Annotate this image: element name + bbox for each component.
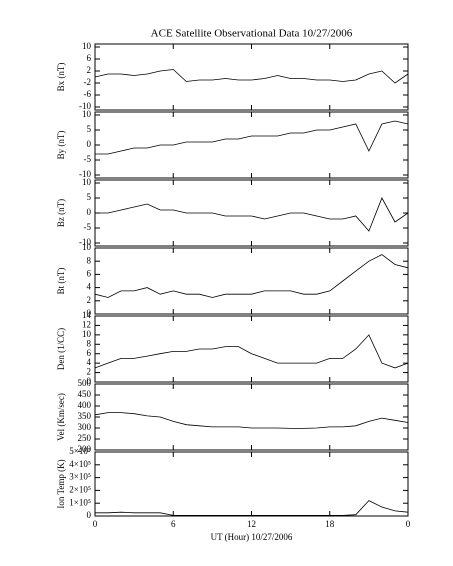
y-tick-label: -5: [84, 222, 92, 232]
y-tick-label: 6: [87, 348, 92, 358]
y-tick-label: 450: [78, 389, 92, 399]
y-tick-label: 0: [87, 207, 92, 217]
y-tick-label: 0: [87, 139, 92, 149]
panel-frame: [94, 43, 409, 111]
panel-frame: [94, 247, 409, 315]
panel-frame: [94, 383, 409, 451]
y-tick-label: 8: [87, 255, 92, 265]
y-tick-label: 10: [82, 242, 92, 252]
x-tick-label: 0: [93, 519, 98, 529]
y-axis-label: Ion Temp (K): [56, 459, 66, 508]
y-tick-label: 10: [82, 41, 92, 51]
y-tick-label: 2: [87, 65, 92, 75]
y-tick-label: 300: [78, 422, 92, 432]
y-tick-label: 6: [87, 53, 92, 63]
y-tick-label: -5: [84, 154, 92, 164]
panel-frame: [94, 315, 409, 383]
x-tick-label: 18: [325, 519, 335, 529]
data-line: [94, 412, 409, 429]
y-tick-label: 4×10⁵: [69, 459, 91, 469]
data-line: [94, 254, 409, 298]
y-axis-label: Vel (Km/sec): [56, 393, 66, 441]
y-axis-label: Den (1/CC): [56, 328, 66, 370]
y-tick-label: 2: [87, 367, 92, 377]
y-tick-label: 12: [82, 319, 91, 329]
y-tick-label: 2: [87, 295, 92, 305]
data-line: [94, 334, 409, 369]
data-line: [94, 69, 409, 84]
y-tick-label: 350: [78, 411, 92, 421]
y-tick-label: 10: [82, 177, 92, 187]
y-tick-label: 5: [87, 192, 92, 202]
y-tick-label: 250: [78, 433, 92, 443]
y-axis-label: Bz (nT): [56, 199, 66, 227]
y-tick-label: 10: [82, 109, 92, 119]
y-tick-label: 3×10⁵: [69, 472, 91, 482]
x-tick-label: 6: [171, 519, 176, 529]
panel-frame: [94, 451, 409, 517]
y-tick-label: 1×10⁵: [69, 497, 91, 507]
y-tick-label: 4: [87, 357, 92, 367]
y-tick-label: 5: [87, 124, 92, 134]
y-tick-label: 200: [78, 444, 92, 454]
y-tick-label: -6: [84, 89, 92, 99]
y-tick-label: -10: [79, 101, 91, 111]
y-tick-label: 0: [87, 510, 92, 520]
y-tick-label: -10: [79, 237, 91, 247]
x-tick-label: 0: [406, 519, 411, 529]
y-tick-label: 8: [87, 338, 92, 348]
y-tick-label: 4: [87, 282, 92, 292]
chart-title: ACE Satellite Observational Data 10/27/2…: [151, 28, 353, 40]
y-tick-label: 14: [82, 310, 92, 320]
y-axis-label: Bx (nT): [56, 63, 66, 92]
y-axis-label: Bt (nT): [56, 268, 66, 295]
y-tick-label: -10: [79, 169, 91, 179]
y-tick-label: 500: [78, 378, 92, 388]
y-tick-label: 10: [82, 329, 92, 339]
y-tick-label: -2: [84, 77, 92, 87]
y-tick-label: 0: [87, 376, 92, 386]
y-tick-label: 6: [87, 268, 92, 278]
x-axis-label: UT (Hour) 10/27/2006: [211, 532, 293, 542]
y-tick-label: 400: [78, 400, 92, 410]
y-axis-label: By (nT): [56, 131, 66, 160]
data-line: [95, 120, 409, 155]
y-tick-label: 0: [87, 308, 92, 318]
x-tick-label: 12: [247, 519, 256, 529]
panel-frame: [94, 111, 409, 179]
data-line: [95, 197, 409, 232]
y-tick-label: 2×10⁵: [69, 484, 91, 494]
panel-frame: [94, 179, 409, 247]
y-tick-label: 5×10⁵: [69, 446, 91, 456]
